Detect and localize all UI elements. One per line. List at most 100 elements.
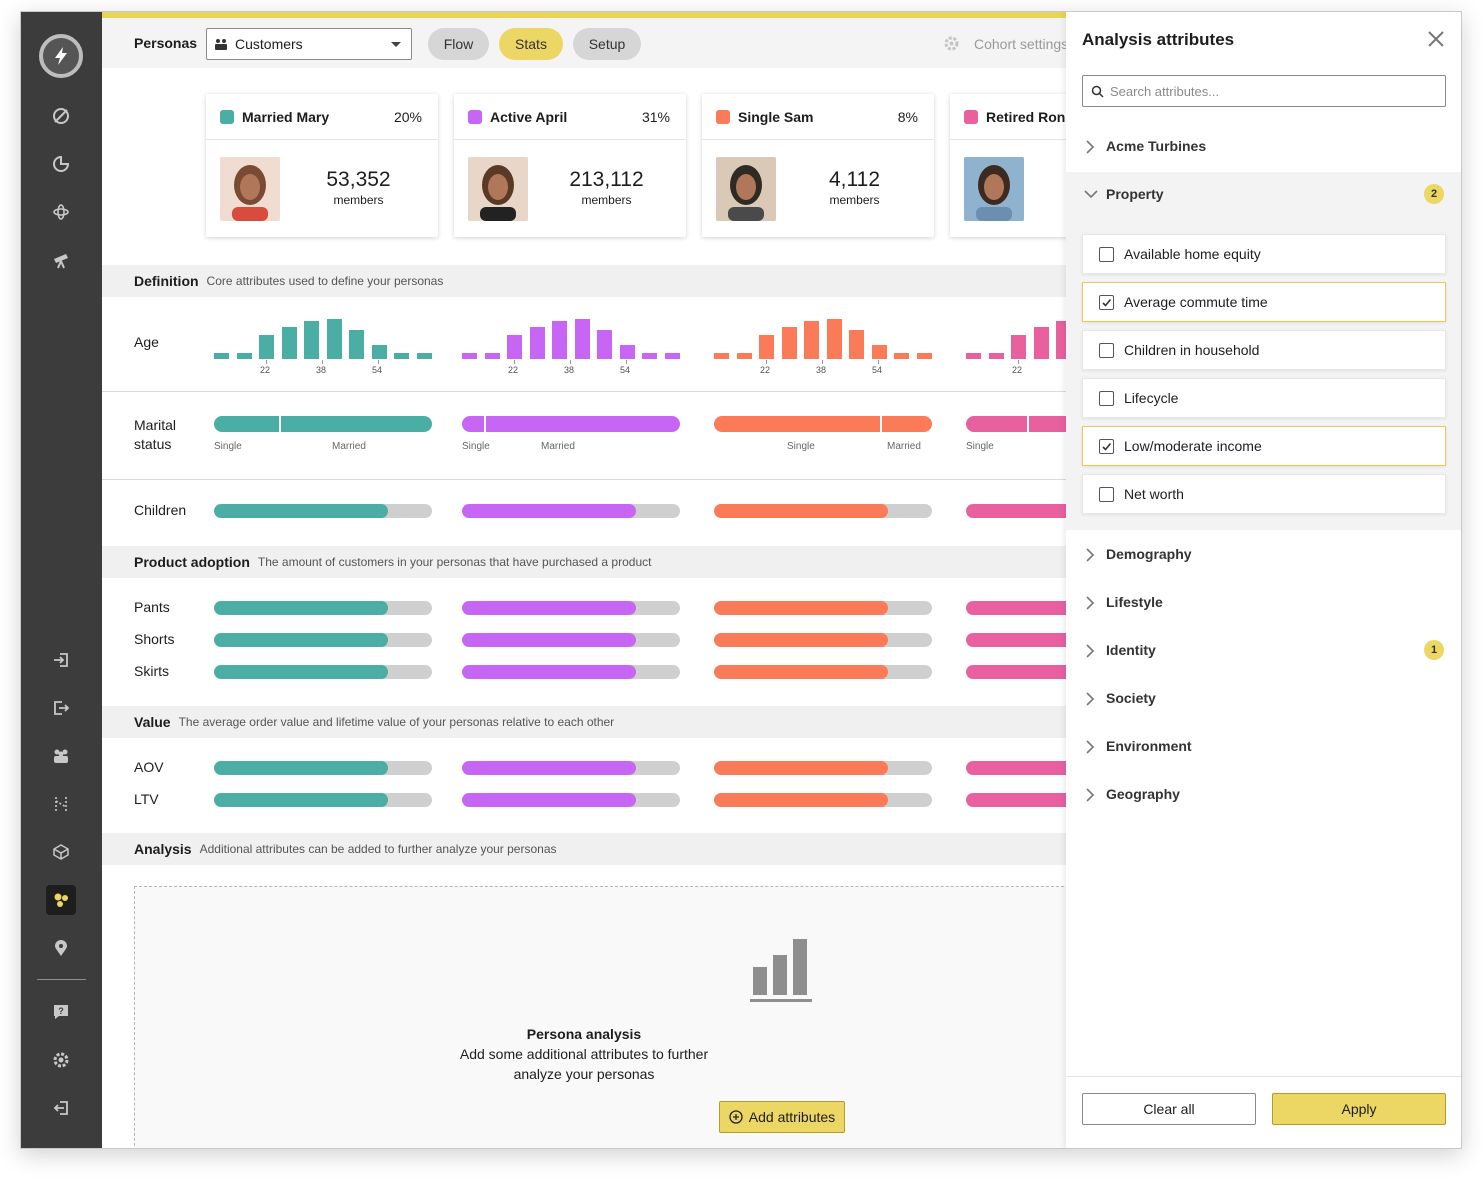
close-icon[interactable] — [1427, 30, 1445, 48]
checkbox[interactable] — [1099, 342, 1114, 358]
age-histogram-bar — [849, 330, 864, 359]
chevron-right-icon — [1086, 596, 1095, 610]
chevron-right-icon — [1086, 740, 1095, 754]
group-property[interactable]: Property 2 — [1066, 170, 1461, 218]
tab-setup[interactable]: Setup — [573, 28, 641, 60]
attribute-option[interactable]: Lifecycle — [1082, 378, 1446, 418]
export-icon[interactable] — [46, 693, 76, 723]
level-bar — [714, 793, 932, 807]
group-icon[interactable] — [46, 741, 76, 771]
group-label: Acme Turbines — [1106, 138, 1207, 154]
definition-header: Definition Core attributes used to define… — [102, 265, 1066, 297]
age-tick-label: 38 — [564, 365, 575, 375]
checkbox[interactable] — [1099, 294, 1114, 310]
bar-chart-icon — [750, 939, 812, 1002]
persona-card[interactable]: Single Sam 8% 4,112 members — [702, 94, 934, 237]
tab-flow[interactable]: Flow — [428, 28, 489, 60]
section-title: Definition — [134, 273, 199, 289]
marital-bar — [714, 416, 932, 432]
level-fill — [966, 504, 1066, 518]
level-fill — [462, 793, 637, 807]
level-fill — [462, 665, 637, 679]
level-bar — [714, 633, 932, 647]
persona-name: Active April — [490, 108, 568, 125]
group-label: Property — [1106, 186, 1164, 202]
persona-card[interactable]: Retired Ron — [950, 94, 1066, 237]
left-nav-rail: ? — [21, 12, 102, 1148]
persona-avatar — [964, 157, 1024, 221]
telescope-icon[interactable] — [46, 245, 76, 275]
age-histogram-bar — [574, 319, 590, 359]
pie-chart-icon[interactable] — [46, 149, 76, 179]
analytics-icon[interactable] — [46, 101, 76, 131]
search-attributes-input[interactable]: Search attributes... — [1082, 75, 1446, 107]
level-bar — [966, 504, 1066, 518]
attribute-group[interactable]: Environment — [1066, 722, 1461, 770]
placeholder-title: Persona analysis — [526, 1026, 642, 1042]
persona-avatar — [716, 157, 776, 221]
attribute-group[interactable]: Identity 1 — [1066, 626, 1461, 674]
logout-icon[interactable] — [46, 1093, 76, 1123]
persona-color-swatch — [716, 109, 730, 124]
attribute-option[interactable]: Children in household — [1082, 330, 1446, 370]
cube-icon[interactable] — [46, 837, 76, 867]
count-badge: 2 — [1424, 184, 1444, 204]
group-label: Geography — [1106, 786, 1180, 802]
tick-mark — [322, 360, 323, 364]
attribute-group[interactable]: Geography — [1066, 770, 1461, 818]
clear-all-button[interactable]: Clear all — [1082, 1093, 1256, 1125]
toolbar: Personas Customers Flow Stats Setup Coho… — [102, 18, 1066, 68]
row-label-age: Age — [134, 334, 159, 350]
section-description: The average order value and lifetime val… — [178, 715, 615, 729]
attribute-option[interactable]: Average commute time — [1082, 282, 1446, 322]
persona-card[interactable]: Active April 31% 213,112 members — [454, 94, 686, 237]
checkbox[interactable] — [1099, 246, 1114, 262]
attribute-option[interactable]: Net worth — [1082, 474, 1446, 514]
location-pin-icon[interactable] — [46, 933, 76, 963]
attribute-group[interactable]: Demography — [1066, 530, 1461, 578]
tab-stats[interactable]: Stats — [499, 28, 563, 60]
age-histogram-bar — [804, 321, 819, 359]
persona-set-select[interactable]: Customers — [206, 28, 412, 60]
sign-in-icon[interactable] — [46, 645, 76, 675]
tick-mark — [766, 360, 767, 364]
group-acme-turbines[interactable]: Acme Turbines — [1066, 122, 1461, 170]
age-histogram-bar — [236, 353, 252, 359]
help-icon[interactable]: ? — [46, 997, 76, 1027]
marital-bar — [966, 416, 1066, 432]
age-histogram-bar — [214, 353, 229, 359]
checkbox[interactable] — [1099, 390, 1114, 406]
level-bar — [966, 633, 1066, 647]
flow-icon[interactable] — [46, 789, 76, 819]
chevron-down-icon — [391, 42, 401, 47]
level-bar — [214, 761, 432, 775]
attribute-group[interactable]: Lifestyle — [1066, 578, 1461, 626]
checkbox[interactable] — [1099, 486, 1114, 502]
add-attributes-button[interactable]: Add attributes — [719, 1101, 845, 1133]
age-histogram-bar — [826, 319, 842, 359]
persona-card[interactable]: Married Mary 20% 53,352 members — [206, 94, 438, 237]
select-value: Customers — [235, 36, 303, 52]
app-logo[interactable] — [39, 34, 83, 78]
checkbox[interactable] — [1099, 438, 1114, 454]
marital-married-label: Married — [332, 441, 366, 452]
age-histogram-bar — [988, 353, 1004, 359]
marital-single-label: Single — [462, 441, 490, 452]
settings-gear-icon[interactable] — [46, 1045, 76, 1075]
attribute-group[interactable]: Society — [1066, 674, 1461, 722]
card-header: Single Sam 8% — [702, 94, 934, 140]
attribute-option[interactable]: Available home equity — [1082, 234, 1446, 274]
persona-percentage: 31% — [641, 108, 670, 125]
persona-avatar — [220, 157, 280, 221]
product-adoption-header: Product adoption The amount of customers … — [102, 546, 1066, 578]
attribute-option[interactable]: Low/moderate income — [1082, 426, 1446, 466]
persona-color-swatch — [220, 109, 234, 124]
level-bar — [214, 601, 432, 615]
row-label-children: Children — [134, 502, 187, 518]
atom-icon[interactable] — [46, 197, 76, 227]
cohort-settings-link[interactable]: Cohort settings — [943, 35, 1066, 52]
apply-button[interactable]: Apply — [1272, 1093, 1446, 1125]
personas-icon[interactable] — [46, 885, 76, 915]
gear-icon — [944, 36, 959, 51]
app-window: ? Personas Customers Flow Stats Setup Co… — [20, 11, 1462, 1149]
